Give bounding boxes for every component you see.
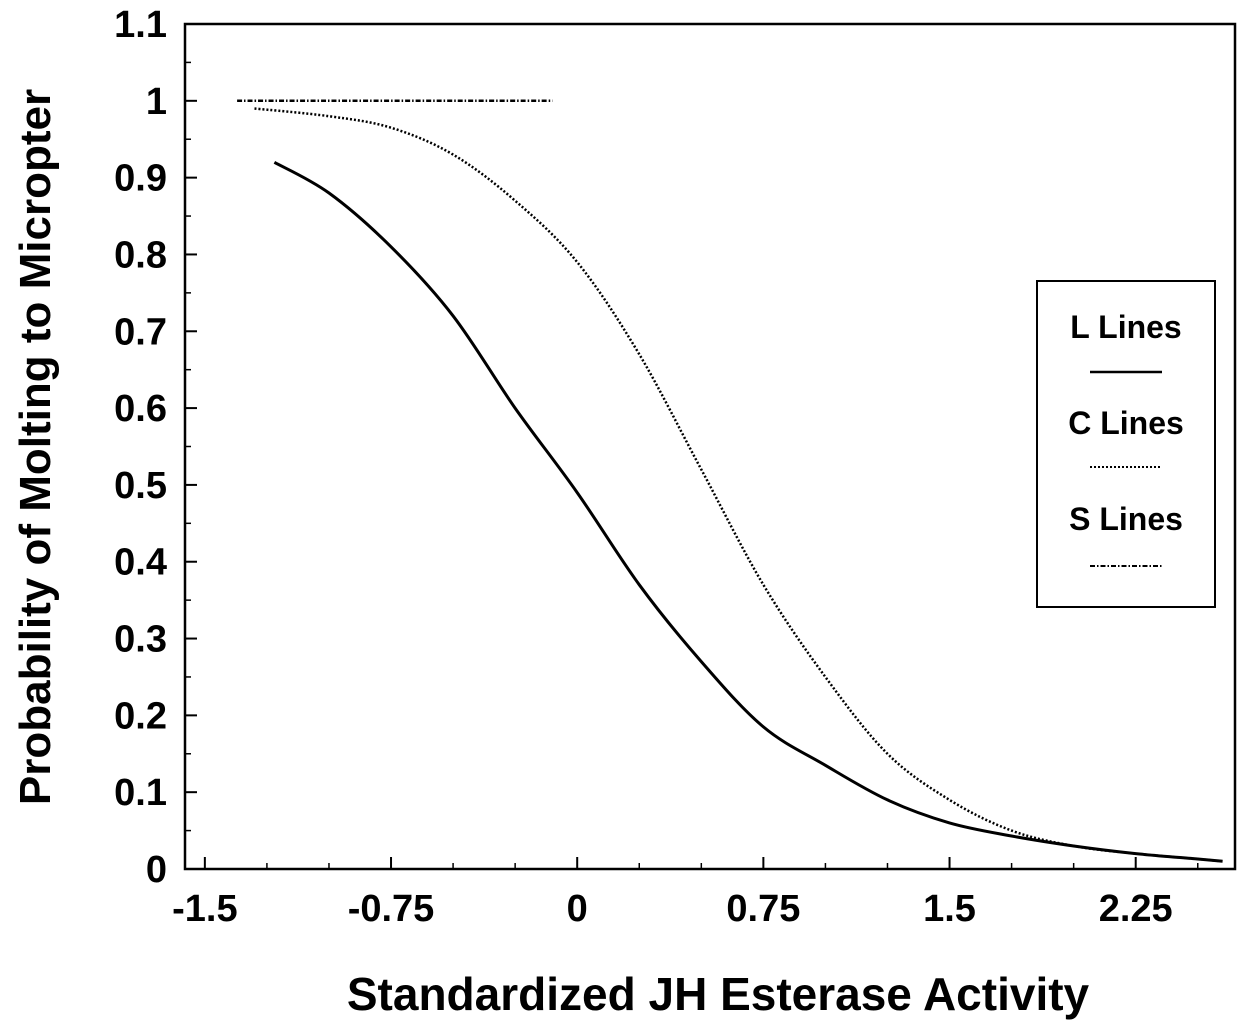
y-tick-label: 0	[146, 849, 167, 891]
legend-label-c-lines: C Lines	[1068, 405, 1184, 441]
x-tick-label: -0.75	[348, 888, 435, 930]
x-tick-label: 1.5	[923, 888, 976, 930]
y-tick-label: 0.1	[114, 772, 167, 814]
y-tick-label: 0.6	[114, 388, 167, 430]
y-tick-label: 0.4	[114, 542, 167, 584]
x-axis-label: Standardized JH Esterase Activity	[347, 968, 1090, 1020]
x-tick-label: 0.75	[726, 888, 800, 930]
series-line-c-lines	[254, 107, 1223, 863]
y-tick-label: 0.5	[114, 465, 167, 507]
x-axis: -1.5 -0.75 0 0.75 1.5 2.25	[172, 857, 1199, 930]
x-tick-label: 0	[567, 888, 588, 930]
y-tick-label: 1	[146, 81, 167, 123]
legend: L Lines C Lines S Lines	[1036, 280, 1216, 608]
y-tick-label: 0.2	[114, 695, 167, 737]
y-tick-label: 0.3	[114, 619, 167, 661]
legend-label-l-lines: L Lines	[1070, 309, 1181, 345]
legend-label-s-lines: S Lines	[1069, 501, 1183, 537]
y-tick-label: 0.7	[114, 311, 167, 353]
series-layer	[237, 99, 1223, 863]
y-axis: 0 0.1 0.2 0.3 0.4 0.5 0.6 0.7 0.8 0.9 1 1.1	[114, 4, 197, 891]
y-tick-label: 0.9	[114, 158, 167, 200]
y-axis-label: Probability of Molting to Micropter	[11, 89, 60, 805]
legend-box	[1036, 280, 1216, 608]
x-tick-label: -1.5	[172, 888, 237, 930]
y-tick-label: 0.8	[114, 234, 167, 276]
y-tick-label: 1.1	[114, 4, 167, 46]
x-tick-label: 2.25	[1099, 888, 1173, 930]
